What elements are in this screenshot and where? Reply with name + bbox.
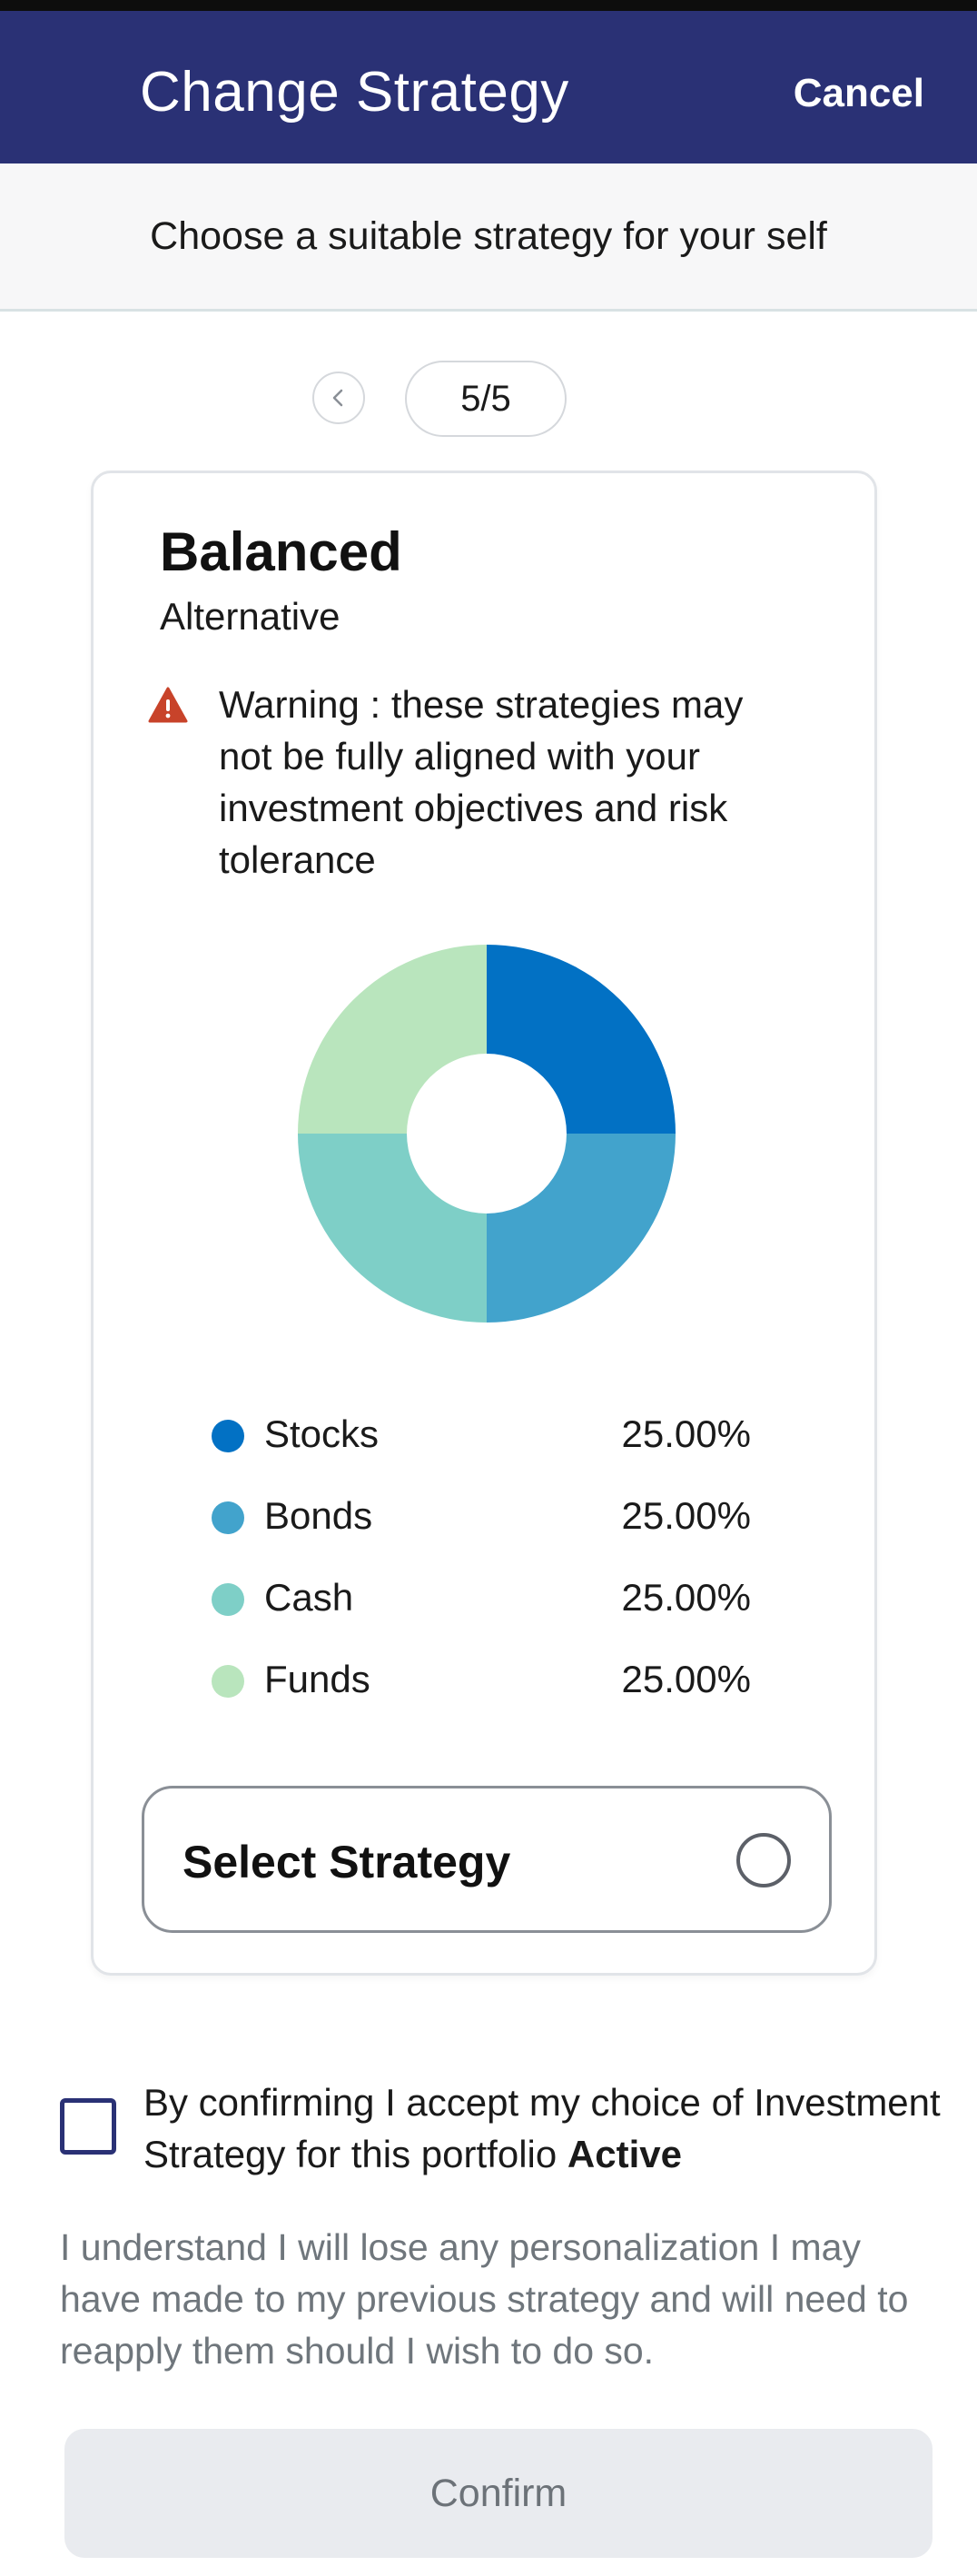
legend-row-stocks: Stocks 25.00% <box>212 1392 775 1474</box>
allocation-legend: Stocks 25.00% Bonds 25.00% Cash 25.00% Funds 25… <box>212 1392 775 1719</box>
strategy-card: Balanced Alternative Warning : these str… <box>91 471 877 1976</box>
legend-label-cash: Cash <box>264 1576 354 1619</box>
chevron-left-icon <box>332 389 343 407</box>
consent-text-body: By confirming I accept my choice of Inve… <box>143 2081 941 2175</box>
confirm-button[interactable]: Confirm <box>64 2429 933 2558</box>
select-strategy-radio[interactable] <box>736 1833 791 1887</box>
donut-slice-bonds <box>487 1134 676 1323</box>
consent-checkbox[interactable] <box>60 2098 116 2155</box>
legend-label-bonds: Bonds <box>264 1494 373 1537</box>
status-bar <box>0 0 977 11</box>
legend-dot-stocks <box>212 1420 244 1452</box>
legend-value-cash: 25.00% <box>621 1576 751 1619</box>
cancel-button[interactable]: Cancel <box>793 71 924 115</box>
select-strategy-label: Select Strategy <box>183 1837 511 1887</box>
legend-row-cash: Cash 25.00% <box>212 1556 775 1638</box>
subheader: Choose a suitable strategy for your self <box>0 163 977 312</box>
donut-slice-funds <box>298 945 487 1134</box>
personalization-note: I understand I will lose any personaliza… <box>60 2226 909 2372</box>
warning-text: Warning : these strategies may not be fu… <box>219 683 744 881</box>
donut-slice-stocks <box>487 945 676 1134</box>
legend-dot-funds <box>212 1665 244 1698</box>
legend-dot-cash <box>212 1583 244 1616</box>
previous-strategy-button[interactable] <box>312 372 365 424</box>
legend-value-stocks: 25.00% <box>621 1412 751 1455</box>
legend-row-bonds: Bonds 25.00% <box>212 1474 775 1556</box>
donut-slice-cash <box>298 1134 487 1323</box>
allocation-donut-chart <box>298 945 676 1323</box>
legend-label-funds: Funds <box>264 1658 370 1700</box>
legend-value-bonds: 25.00% <box>621 1494 751 1537</box>
warning-triangle-icon <box>148 687 188 723</box>
page-title: Change Strategy <box>140 61 569 124</box>
select-strategy-button[interactable]: Select Strategy <box>142 1786 832 1933</box>
legend-dot-bonds <box>212 1501 244 1534</box>
app-header: Change Strategy Cancel <box>0 11 977 163</box>
consent-text: By confirming I accept my choice of Inve… <box>143 2076 942 2180</box>
strategy-pager: 5/5 <box>0 361 977 437</box>
subheader-text: Choose a suitable strategy for your self <box>150 213 827 258</box>
strategy-subtitle: Alternative <box>160 595 340 638</box>
legend-label-stocks: Stocks <box>264 1412 380 1455</box>
page-counter: 5/5 <box>405 361 567 437</box>
portfolio-name: Active <box>567 2133 682 2175</box>
legend-row-funds: Funds 25.00% <box>212 1638 775 1719</box>
strategy-title: Balanced <box>160 521 402 582</box>
legend-value-funds: 25.00% <box>621 1658 751 1700</box>
